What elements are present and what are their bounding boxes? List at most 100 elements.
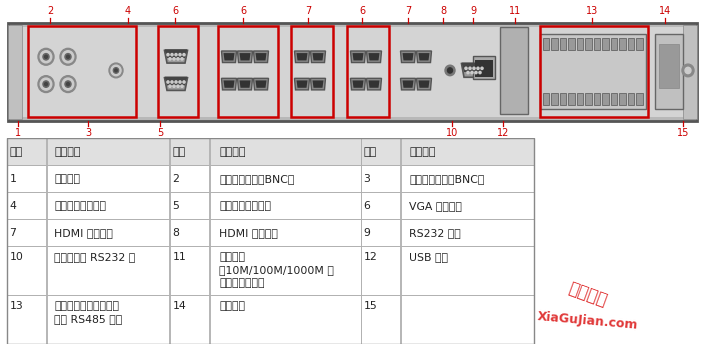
Polygon shape — [419, 53, 429, 61]
Text: 7: 7 — [305, 6, 311, 16]
Bar — [210, 219, 360, 246]
Bar — [594, 38, 600, 51]
Polygon shape — [297, 80, 307, 88]
Circle shape — [475, 71, 477, 74]
Text: 4: 4 — [9, 201, 16, 211]
Bar — [47, 138, 169, 165]
Text: 音频输出接口（BNC）: 音频输出接口（BNC） — [219, 174, 295, 184]
Polygon shape — [403, 53, 414, 61]
Circle shape — [179, 54, 181, 56]
Bar — [347, 26, 389, 117]
Text: 4: 4 — [125, 6, 131, 16]
Text: 6: 6 — [172, 6, 178, 16]
Bar — [7, 138, 534, 344]
Bar — [170, 192, 209, 219]
Polygon shape — [254, 51, 269, 63]
Text: 12: 12 — [497, 128, 509, 138]
Text: 15: 15 — [364, 301, 377, 311]
Circle shape — [60, 76, 76, 92]
Bar — [170, 138, 209, 165]
Bar — [170, 165, 209, 192]
Circle shape — [40, 78, 51, 90]
Polygon shape — [297, 53, 307, 61]
Polygon shape — [367, 51, 381, 63]
Bar — [47, 219, 169, 246]
Bar — [7, 165, 46, 192]
Bar — [7, 246, 46, 295]
Polygon shape — [403, 80, 414, 88]
Circle shape — [44, 83, 47, 85]
Bar — [611, 38, 617, 51]
Circle shape — [65, 54, 71, 60]
Text: 2: 2 — [47, 6, 53, 16]
Circle shape — [183, 54, 185, 56]
Circle shape — [445, 65, 455, 76]
Text: 12: 12 — [364, 252, 377, 262]
Polygon shape — [312, 53, 324, 61]
Circle shape — [38, 76, 54, 92]
Text: 2: 2 — [173, 174, 179, 184]
Polygon shape — [164, 49, 188, 58]
Bar — [401, 295, 534, 344]
Bar — [636, 92, 642, 105]
Circle shape — [177, 85, 179, 87]
Circle shape — [43, 54, 49, 60]
Circle shape — [66, 83, 69, 85]
Text: 6: 6 — [364, 201, 370, 211]
Circle shape — [109, 63, 123, 78]
Text: 用于屏控的 RS232 口: 用于屏控的 RS232 口 — [54, 252, 135, 262]
Text: 11: 11 — [173, 252, 186, 262]
Polygon shape — [350, 51, 365, 63]
Text: XiaGuJian.com: XiaGuJian.com — [537, 310, 639, 331]
Bar — [500, 27, 528, 113]
Text: 9: 9 — [470, 6, 476, 16]
Bar — [611, 92, 617, 105]
Text: 序号: 序号 — [364, 147, 376, 157]
Polygon shape — [417, 78, 431, 90]
Circle shape — [181, 85, 183, 87]
Text: 序号: 序号 — [9, 147, 23, 157]
Bar — [540, 26, 648, 117]
Circle shape — [177, 58, 179, 60]
Bar — [619, 92, 625, 105]
Text: 5: 5 — [157, 128, 163, 138]
Bar — [568, 92, 575, 105]
Bar — [47, 246, 169, 295]
Polygon shape — [417, 51, 431, 63]
Text: 1: 1 — [9, 174, 16, 184]
Bar — [47, 165, 169, 192]
Bar — [636, 38, 642, 51]
Polygon shape — [295, 51, 309, 63]
Circle shape — [169, 85, 171, 87]
Circle shape — [40, 51, 51, 63]
Bar — [401, 138, 534, 165]
Bar — [12, 27, 693, 117]
Text: USB 接口: USB 接口 — [409, 252, 448, 262]
Text: 视频输出接口（BNC）: 视频输出接口（BNC） — [409, 174, 484, 184]
Circle shape — [467, 71, 469, 74]
Bar — [560, 38, 566, 51]
Circle shape — [173, 85, 175, 87]
Text: 8: 8 — [173, 228, 179, 238]
Bar — [361, 165, 400, 192]
Text: 3: 3 — [364, 174, 370, 184]
Polygon shape — [238, 51, 252, 63]
Polygon shape — [254, 78, 269, 90]
Bar — [659, 44, 679, 88]
Circle shape — [66, 55, 69, 58]
Text: 10: 10 — [446, 128, 458, 138]
Circle shape — [62, 51, 74, 63]
Circle shape — [181, 58, 183, 60]
Bar — [7, 192, 46, 219]
Text: 8: 8 — [440, 6, 446, 16]
Polygon shape — [310, 51, 326, 63]
Circle shape — [183, 81, 185, 83]
Text: 序号: 序号 — [173, 147, 185, 157]
Polygon shape — [238, 78, 252, 90]
Bar — [401, 192, 534, 219]
Bar — [655, 34, 683, 109]
Bar — [361, 138, 400, 165]
Text: RS232 接口: RS232 接口 — [409, 228, 461, 238]
Bar — [47, 295, 169, 344]
Circle shape — [44, 55, 47, 58]
